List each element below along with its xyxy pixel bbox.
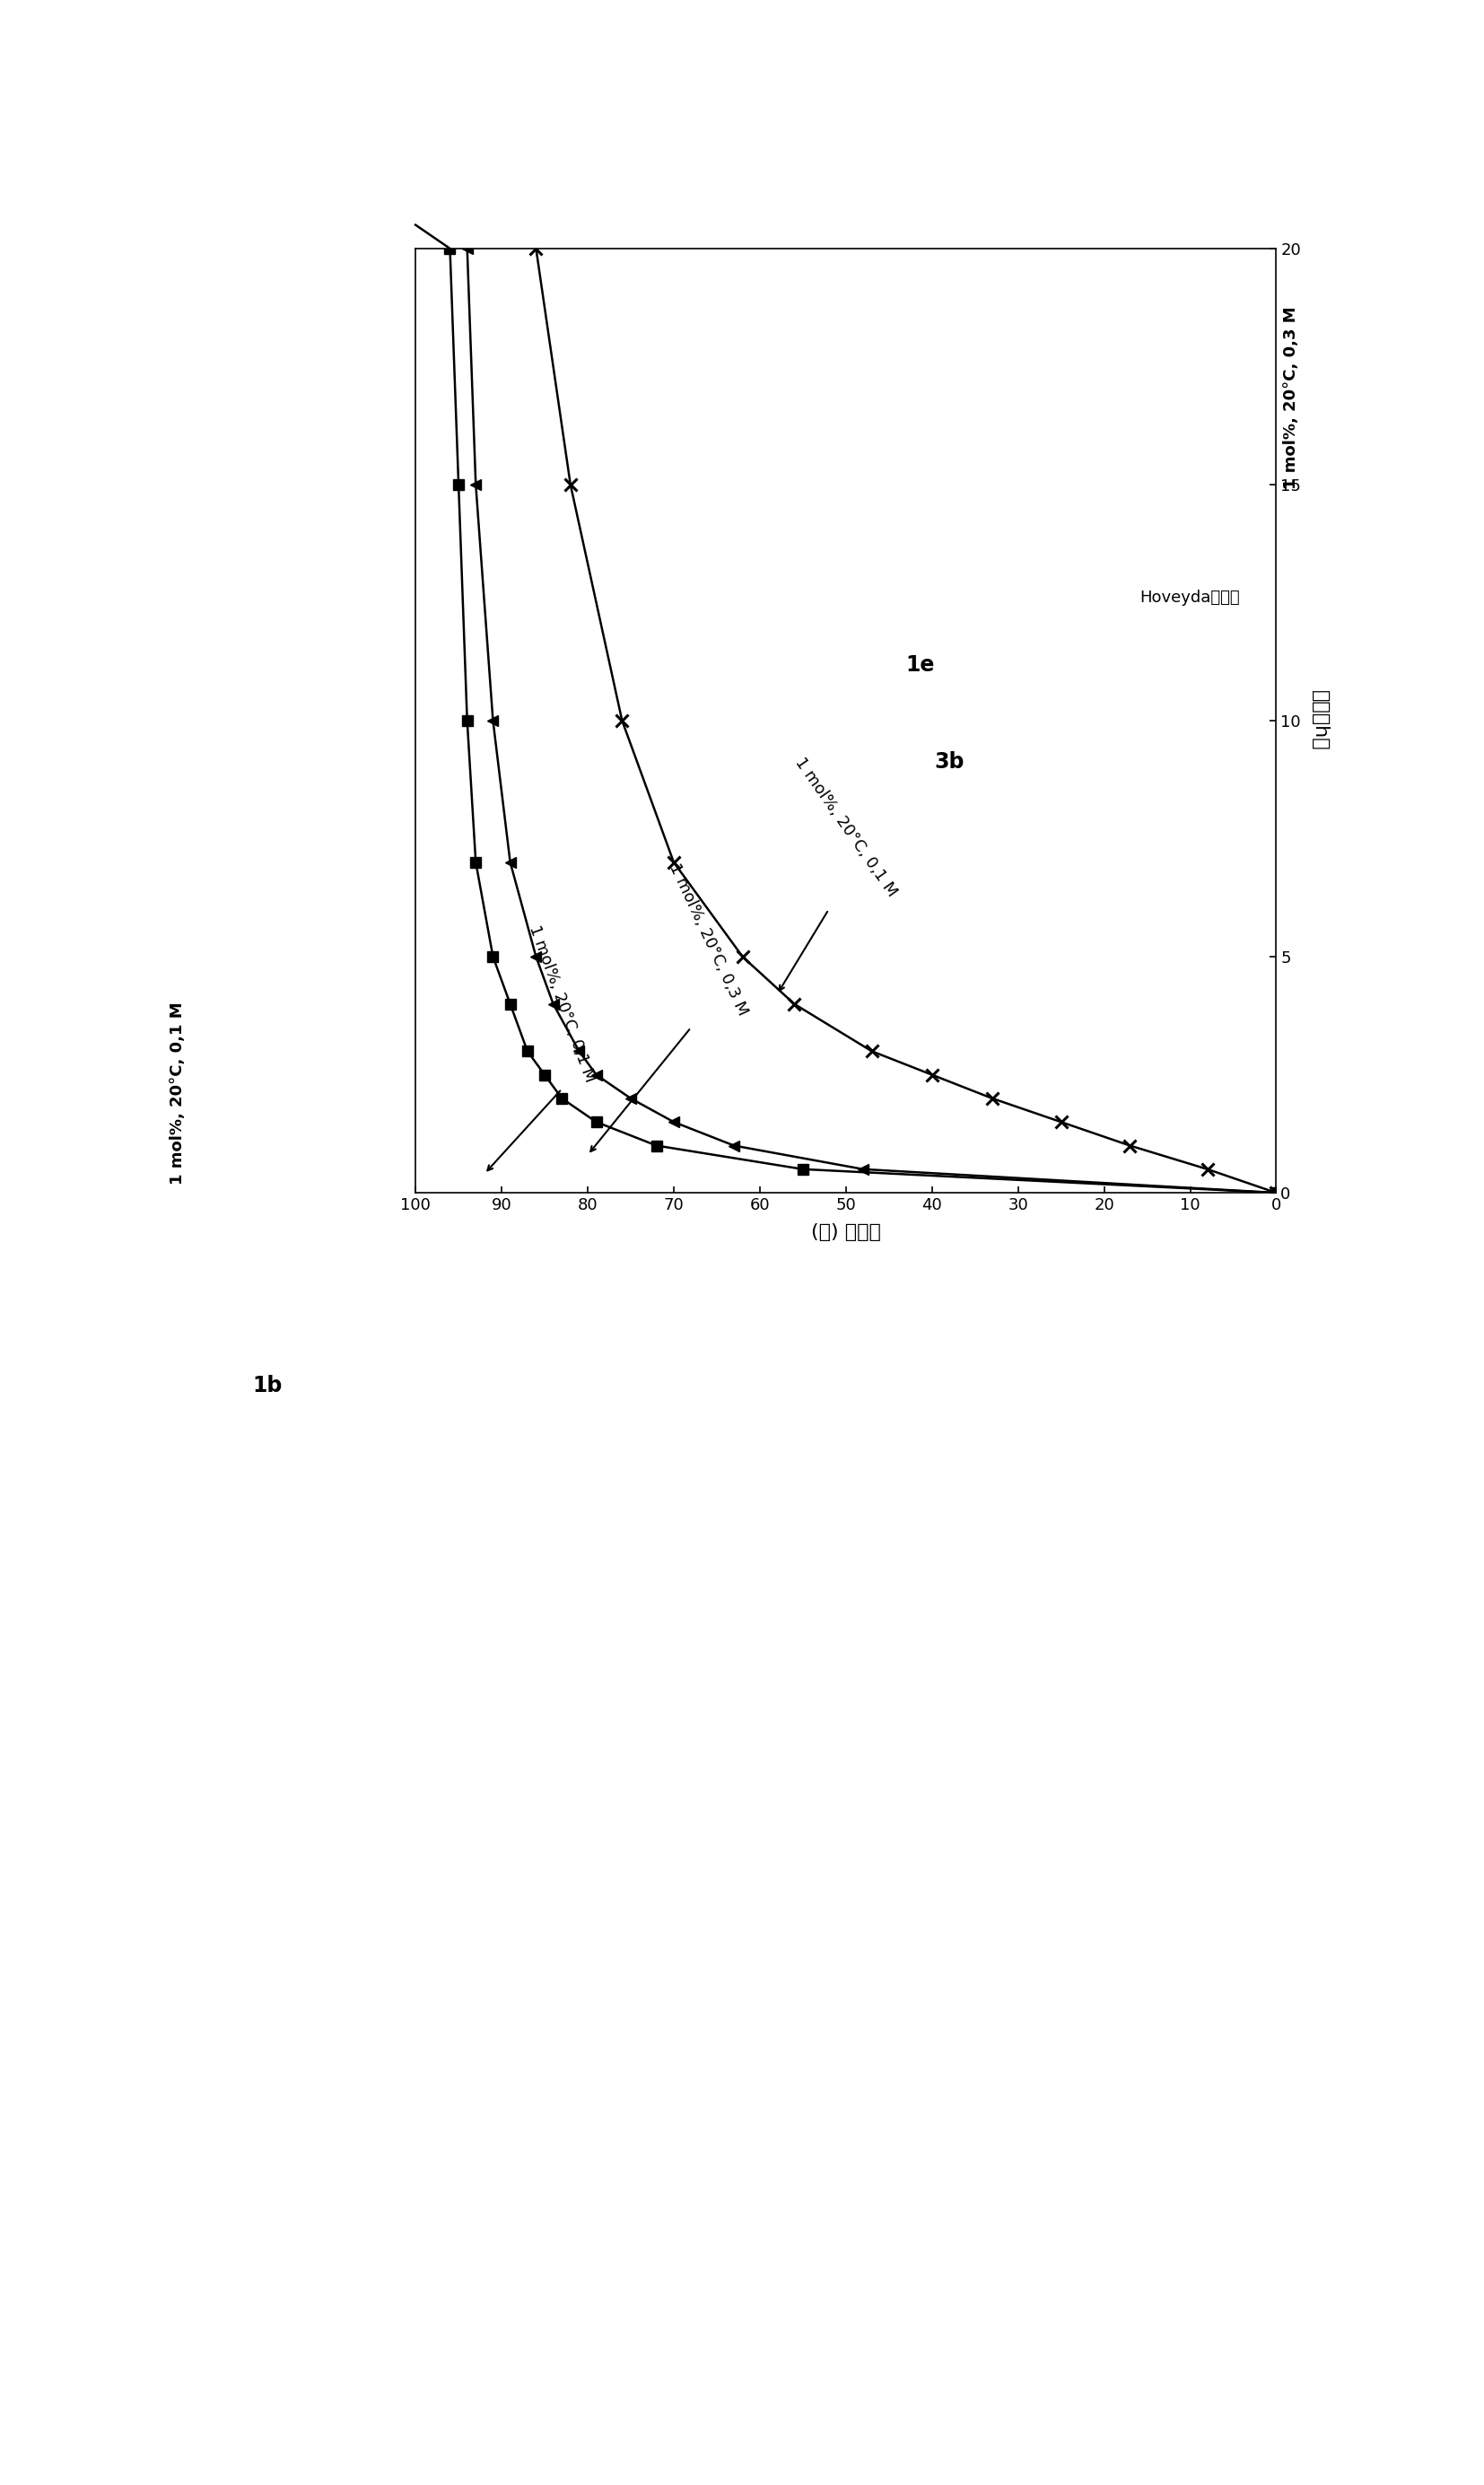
Text: 1 mol%, 20°C, 0,3 M: 1 mol%, 20°C, 0,3 M (1284, 306, 1298, 490)
Y-axis label: 时间（h）: 时间（h） (1310, 691, 1330, 750)
Text: 1 mol%, 20°C, 0,1 M: 1 mol%, 20°C, 0,1 M (171, 1001, 186, 1185)
Text: 1 mol%, 20°C, 0,1 M: 1 mol%, 20°C, 0,1 M (791, 755, 901, 900)
Text: 1 mol%, 20°C, 0,3 M: 1 mol%, 20°C, 0,3 M (666, 860, 751, 1019)
Text: 3b: 3b (933, 750, 965, 773)
Text: 1b: 1b (252, 1374, 282, 1397)
Text: Hoveyda偒化剤: Hoveyda偒化剤 (1140, 589, 1241, 606)
Text: 1e: 1e (905, 654, 935, 676)
Text: 1 mol%, 20°C, 0,1 M: 1 mol%, 20°C, 0,1 M (525, 922, 598, 1083)
X-axis label: (％) 转化率: (％) 转化率 (810, 1223, 881, 1240)
